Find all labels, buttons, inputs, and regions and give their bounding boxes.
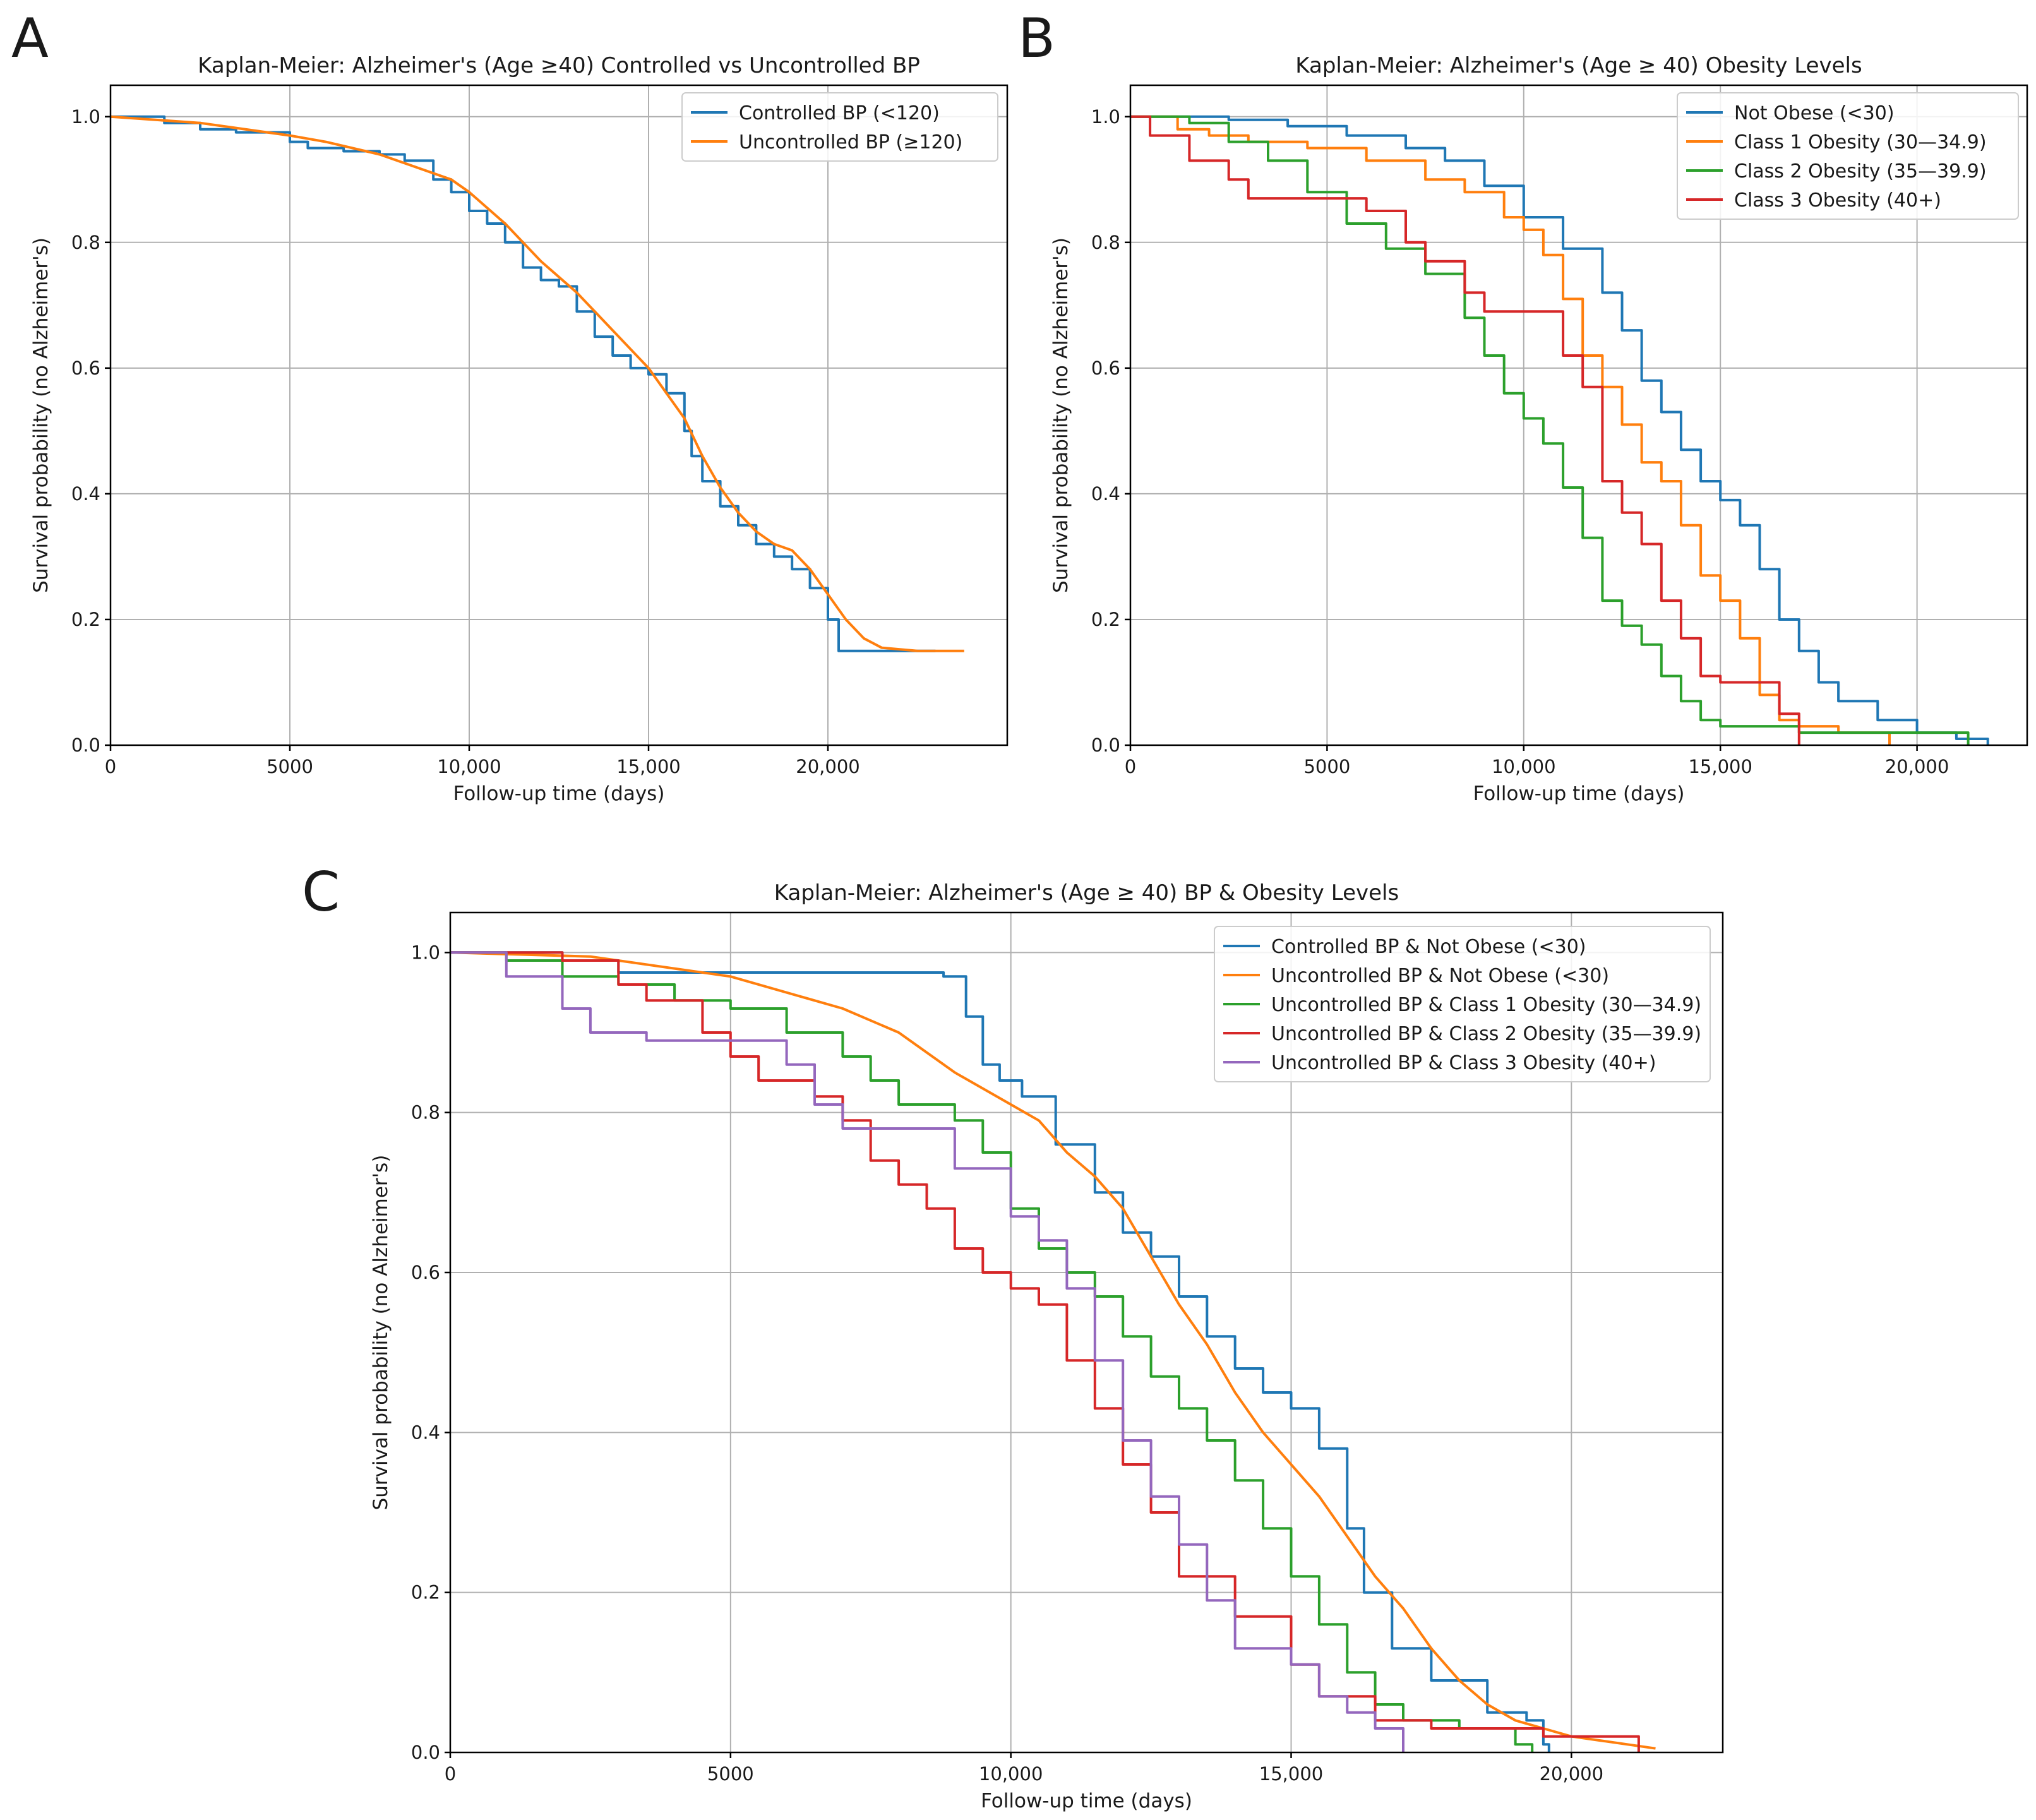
panel-letter-b: B bbox=[1018, 7, 1055, 70]
chart-b-x-tick-label-1: 5000 bbox=[1303, 756, 1350, 777]
panel-letter-a: A bbox=[11, 7, 49, 70]
chart-a-legend: Controlled BP (<120) Uncontrolled BP (≥12… bbox=[681, 92, 998, 162]
chart-c-series-line-1 bbox=[450, 951, 1656, 1750]
chart-c-y-tick-label-3: 0.6 bbox=[411, 1262, 440, 1283]
chart-c-legend: Controlled BP & Not Obese (<30) Uncontrol… bbox=[1214, 926, 1711, 1082]
chart-b-legend-label-3: Class 3 Obesity (40+) bbox=[1734, 189, 1941, 212]
chart-c-x-tick-label-4: 20,000 bbox=[1540, 1763, 1603, 1785]
chart-b-y-tick-label-0: 0.0 bbox=[1091, 734, 1120, 756]
chart-b-x-tick-label-4: 20,000 bbox=[1885, 756, 1949, 777]
chart-b-x-tick-label-2: 10,000 bbox=[1492, 756, 1555, 777]
chart-b-y-axis-label: Survival probability (no Alzheimer's) bbox=[1050, 237, 1072, 593]
chart-a-y-tick-label-5: 1.0 bbox=[71, 106, 100, 128]
chart-a-y-tick-label-4: 0.8 bbox=[71, 232, 100, 253]
chart-a-series-line-0 bbox=[111, 115, 936, 652]
chart-a-y-tick-label-1: 0.2 bbox=[71, 609, 100, 630]
chart-c-title: Kaplan-Meier: Alzheimer's (Age ≥ 40) BP … bbox=[774, 880, 1399, 906]
chart-a-x-tick-label-3: 15,000 bbox=[616, 756, 680, 777]
chart-c-legend-label-1: Uncontrolled BP & Not Obese (<30) bbox=[1271, 965, 1609, 987]
chart-a-y-axis-label: Survival probability (no Alzheimer's) bbox=[30, 237, 52, 593]
chart-b-x-axis-label: Follow-up time (days) bbox=[1473, 782, 1685, 805]
chart-c-legend-label-2: Uncontrolled BP & Class 1 Obesity (30—34… bbox=[1271, 994, 1701, 1016]
chart-b-series-line-0 bbox=[1130, 115, 1989, 745]
chart-a-x-tick-label-0: 0 bbox=[105, 756, 116, 777]
chart-c-x-tick-label-1: 5000 bbox=[707, 1763, 754, 1785]
chart-a-plot-frame bbox=[109, 84, 1009, 746]
chart-b-legend: Not Obese (<30) Class 1 Obesity (30—34.9)… bbox=[1677, 92, 2019, 220]
chart-b-x-tick-label-0: 0 bbox=[1125, 756, 1136, 777]
chart-c-x-tick-label-2: 10,000 bbox=[979, 1763, 1043, 1785]
chart-c-x-tick-label-0: 0 bbox=[445, 1763, 456, 1785]
chart-a-x-axis-label: Follow-up time (days) bbox=[453, 782, 665, 805]
chart-c-y-tick-label-4: 0.8 bbox=[411, 1102, 440, 1123]
chart-a-y-tick-label-0: 0.0 bbox=[71, 734, 100, 756]
chart-a-y-tick-label-3: 0.6 bbox=[71, 357, 100, 379]
chart-b-legend-label-1: Class 1 Obesity (30—34.9) bbox=[1734, 131, 1987, 153]
chart-b-series-line-1 bbox=[1130, 115, 1891, 745]
chart-c-legend-label-3: Uncontrolled BP & Class 2 Obesity (35—39… bbox=[1271, 1023, 1701, 1045]
chart-b-y-tick-label-2: 0.4 bbox=[1091, 483, 1120, 505]
chart-b-y-tick-label-5: 1.0 bbox=[1091, 106, 1120, 128]
chart-c-series-line-0 bbox=[450, 951, 1550, 1752]
chart-b-legend-box bbox=[1677, 92, 2019, 220]
chart-b-legend-label-0: Not Obese (<30) bbox=[1734, 102, 1895, 124]
chart-c-y-tick-label-2: 0.4 bbox=[411, 1422, 440, 1443]
chart-b-y-tick-label-3: 0.6 bbox=[1091, 357, 1120, 379]
chart-a-legend-label-0: Controlled BP (<120) bbox=[739, 102, 940, 124]
chart-b-series-line-2 bbox=[1130, 115, 1970, 745]
chart-a-legend-label-1: Uncontrolled BP (≥120) bbox=[739, 131, 962, 153]
chart-b-series-line-3 bbox=[1130, 115, 1800, 745]
chart-a-y-tick-label-2: 0.4 bbox=[71, 483, 100, 505]
chart-a-series-line-1 bbox=[110, 115, 964, 652]
chart-c-y-axis-label: Survival probability (no Alzheimer's) bbox=[369, 1155, 392, 1511]
chart-c-plot-frame bbox=[449, 911, 1724, 1754]
chart-c-legend-label-4: Uncontrolled BP & Class 3 Obesity (40+) bbox=[1271, 1052, 1656, 1074]
chart-c: 0 5000 10,000 15,000 20,000 0.0 0.2 0.4 0.6 0.8 1.… bbox=[369, 880, 1724, 1812]
chart-b-x-tick-label-3: 15,000 bbox=[1688, 756, 1752, 777]
panel-letter-c: C bbox=[302, 861, 340, 924]
chart-b-y-tick-label-4: 0.8 bbox=[1091, 232, 1120, 253]
chart-a: 0 5000 10,000 15,000 20,000 0.0 0.2 0.4 0.6 0.8 1.… bbox=[30, 53, 1009, 805]
chart-a-x-tick-label-1: 5000 bbox=[266, 756, 313, 777]
chart-c-x-tick-label-3: 15,000 bbox=[1259, 1763, 1323, 1785]
chart-c-series-line-2 bbox=[450, 951, 1534, 1752]
chart-c-series-line-4 bbox=[450, 951, 1404, 1752]
chart-c-x-axis-label: Follow-up time (days) bbox=[981, 1790, 1192, 1812]
chart-c-y-tick-label-5: 1.0 bbox=[411, 942, 440, 963]
chart-c-legend-label-0: Controlled BP & Not Obese (<30) bbox=[1271, 936, 1586, 958]
chart-c-y-tick-label-1: 0.2 bbox=[411, 1582, 440, 1603]
chart-c-y-tick-label-0: 0.0 bbox=[411, 1742, 440, 1763]
chart-a-title: Kaplan-Meier: Alzheimer's (Age ≥40) Cont… bbox=[198, 53, 920, 78]
chart-b-y-tick-label-1: 0.2 bbox=[1091, 609, 1120, 630]
chart-a-x-tick-label-2: 10,000 bbox=[437, 756, 501, 777]
chart-b: 0 5000 10,000 15,000 20,000 0.0 0.2 0.4 0.6 0.8 1.… bbox=[1050, 53, 2028, 805]
chart-b-plot-frame bbox=[1129, 84, 2028, 746]
chart-b-title: Kaplan-Meier: Alzheimer's (Age ≥ 40) Obe… bbox=[1295, 53, 1862, 78]
chart-a-x-tick-label-4: 20,000 bbox=[796, 756, 859, 777]
chart-a-legend-box bbox=[681, 92, 998, 162]
chart-c-legend-box bbox=[1214, 926, 1711, 1082]
chart-b-legend-label-2: Class 2 Obesity (35—39.9) bbox=[1734, 160, 1987, 183]
